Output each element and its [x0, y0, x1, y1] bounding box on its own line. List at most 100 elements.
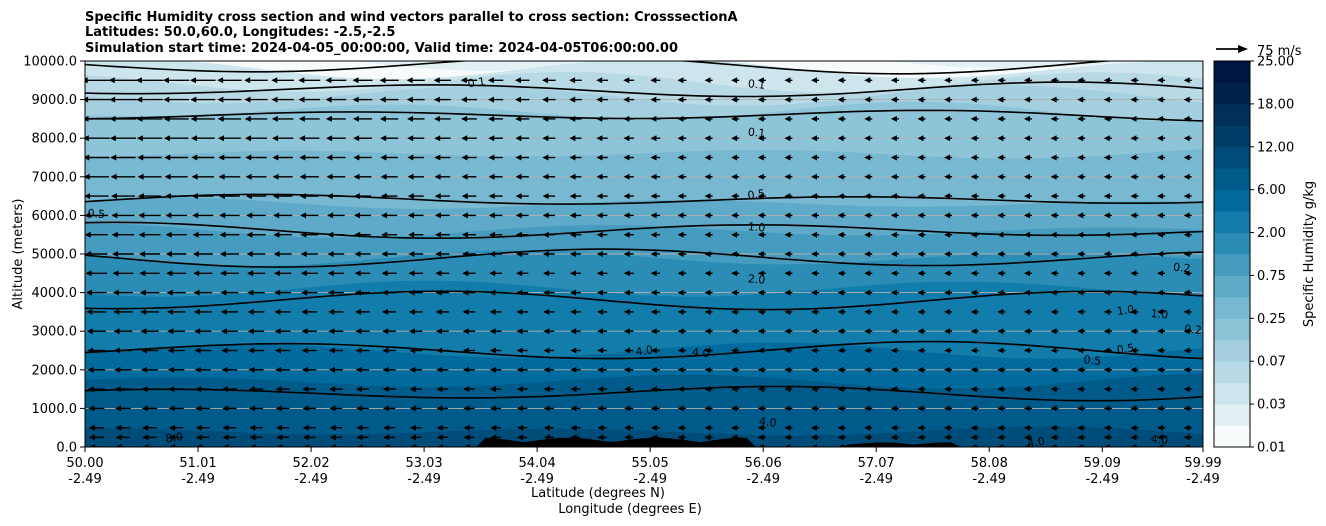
wind-arrow-head	[997, 96, 1004, 103]
y-tick-label: 2000.0	[32, 363, 78, 378]
wind-arrow-head	[757, 115, 764, 122]
wind-arrow-head	[383, 434, 390, 441]
wind-arrow-head	[514, 77, 521, 84]
wind-arrow-head	[463, 434, 470, 441]
colorbar-swatch	[1214, 318, 1250, 341]
wind-arrow-head	[167, 366, 174, 373]
wind-arrow-head	[115, 405, 122, 412]
wind-arrow-head	[1077, 115, 1084, 122]
wind-arrow-head	[1050, 347, 1057, 354]
wind-arrow-head	[115, 424, 122, 431]
wind-arrow-head	[249, 424, 256, 431]
wind-arrow-head	[1023, 405, 1030, 412]
wind-arrow-head	[569, 115, 576, 122]
wind-arrow-head	[354, 212, 361, 219]
wind-arrow-head	[352, 77, 359, 84]
wind-arrow-head	[219, 231, 226, 238]
wind-arrow-head	[109, 115, 116, 122]
wind-arrow-head	[917, 328, 924, 335]
wind-arrow-head	[623, 135, 630, 142]
wind-arrow-head	[811, 289, 818, 296]
wind-arrow-head	[463, 444, 470, 447]
wind-arrow-head	[355, 386, 362, 393]
x-tick-label-lat: 57.07	[858, 456, 895, 471]
wind-arrow-head	[543, 424, 550, 431]
wind-arrow-head	[249, 434, 256, 441]
wind-arrow-head	[169, 444, 176, 447]
wind-arrow-head	[731, 193, 738, 200]
wind-arrow-head	[410, 444, 417, 447]
contour-label: 0.2	[1173, 261, 1192, 275]
wind-arrow-head	[731, 347, 738, 354]
wind-arrow-head	[890, 251, 897, 257]
wind-arrow-head	[1103, 347, 1110, 354]
y-axis: 0.0 1000.0 2000.0 3000.0 4000.0 5000.0 6000.0 7…	[23, 55, 85, 456]
wind-arrow-head	[298, 115, 305, 122]
wind-arrow-head	[516, 366, 523, 373]
wind-arrow-head	[489, 289, 496, 296]
wind-arrow-head	[462, 251, 469, 257]
wind-arrow-head	[245, 154, 252, 161]
wind-arrow-head	[650, 434, 657, 441]
contour-line	[85, 221, 1203, 239]
wind-arrow-head	[1103, 154, 1110, 161]
wind-arrow-head	[570, 424, 577, 431]
wind-arrow-head	[1050, 308, 1057, 315]
wind-arrow-head	[434, 135, 441, 142]
wind-arrow-head	[623, 270, 630, 277]
wind-arrow-head	[784, 424, 791, 431]
wind-arrow-head	[1157, 231, 1164, 238]
wind-arrow-head	[757, 231, 764, 238]
contour-labels: 0.1 0.1 0.1 0.5 1.0 2.0 4.0 4.0 4.0 4.0 4.0 0.5 1.0 1…	[87, 75, 1202, 450]
wind-arrow-head	[837, 347, 844, 354]
wind-arrow-head	[1157, 328, 1164, 335]
wind-arrow-head	[677, 251, 684, 257]
contour-label: 4.0	[1150, 432, 1169, 446]
wind-arrow-head	[406, 77, 413, 84]
wind-arrow-head	[677, 135, 684, 142]
colorbar-swatch	[1214, 275, 1250, 298]
wind-arrow-head	[1103, 308, 1110, 315]
wind-arrow-head	[463, 386, 470, 393]
wind-arrow-head	[195, 386, 202, 393]
wind-arrow-head	[489, 347, 496, 354]
wind-arrow-head	[596, 77, 603, 84]
wind-arrow-head	[1077, 270, 1084, 277]
wind-arrow-head	[222, 405, 229, 412]
wind-arrow-head	[596, 135, 603, 142]
wind-arrow-head	[837, 308, 844, 315]
colorbar-label: Specific Humidity g/kg	[1302, 181, 1317, 327]
wind-arrow-head	[917, 366, 924, 373]
wind-arrow-head	[1157, 444, 1164, 447]
wind-arrow-head	[488, 173, 495, 180]
wind-arrow-head	[890, 154, 897, 161]
wind-arrow-head	[650, 193, 657, 200]
wind-arrow-head	[195, 434, 202, 441]
x-tick-label-lat: 51.01	[179, 456, 216, 471]
wind-arrow-head	[1050, 193, 1057, 200]
wind-arrow-head	[1157, 405, 1164, 412]
wind-arrow-head	[141, 405, 148, 412]
wind-arrow-head	[704, 347, 711, 354]
wind-arrow-head	[136, 115, 143, 122]
wind-arrow-head	[1023, 96, 1030, 103]
x-tick-label-lon: -2.49	[181, 472, 215, 487]
wind-arrow-head	[864, 434, 871, 441]
wind-arrow-head	[944, 308, 951, 315]
wind-arrow-head	[757, 328, 764, 335]
wind-arrow-head	[543, 289, 550, 296]
colorbar-swatch	[1214, 61, 1250, 83]
x-tick-label-lat: 50.00	[66, 456, 103, 471]
wind-arrow-head	[543, 434, 550, 441]
wind-arrow-head	[381, 231, 388, 238]
wind-arrow-head	[890, 328, 897, 335]
wind-arrow-head	[463, 405, 470, 412]
wind-arrow-head	[190, 77, 197, 84]
wind-arrow-head	[1103, 193, 1110, 200]
wind-arrow-head	[704, 115, 711, 122]
wind-arrow-head	[1050, 96, 1057, 103]
y-tick-label: 7000.0	[32, 170, 78, 185]
humidity-band	[85, 426, 1203, 447]
wind-arrow-head	[275, 405, 282, 412]
wind-arrow-head	[542, 96, 549, 103]
